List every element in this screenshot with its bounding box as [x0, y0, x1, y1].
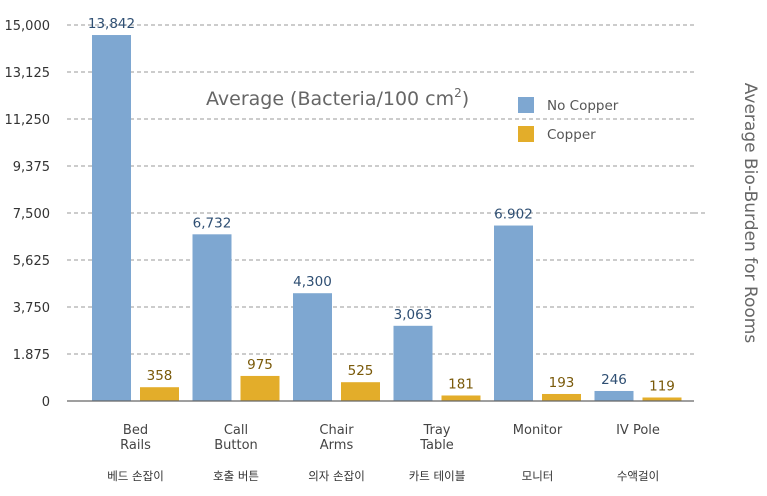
grid-lines — [67, 24, 706, 355]
legend: No Copper Copper — [518, 97, 619, 143]
bar-no-copper — [192, 234, 232, 401]
bar-no-copper — [494, 225, 533, 401]
legend-swatch-copper — [518, 126, 534, 142]
y-tick-label: 7,500 — [13, 207, 50, 222]
bar-copper — [542, 393, 581, 401]
legend-label-no-copper: No Copper — [547, 98, 619, 114]
x-tick-label: Bed — [123, 423, 148, 438]
y-tick-label: 9,375 — [13, 160, 50, 175]
data-labels: 13,842 358 6,732 975 4,300 525 3,063 181 6.902 19… — [88, 16, 675, 394]
bar-no-copper — [92, 35, 131, 401]
x-tick-label: Table — [419, 438, 454, 453]
x-tick-label-korean: 모니터 — [522, 469, 554, 483]
data-label-copper: 358 — [147, 368, 173, 384]
y-tick-label: 1.875 — [13, 348, 50, 363]
x-tick-label-korean: 의자 손잡이 — [308, 469, 365, 483]
x-tick-label: Chair — [319, 423, 354, 438]
y-axis-label: Average Bio-Burden for Rooms — [740, 83, 760, 344]
x-tick-label-korean: 수액걸이 — [617, 469, 659, 483]
y-tick-label: 11,250 — [5, 113, 51, 128]
bar-copper — [441, 395, 481, 401]
data-label-no-copper: 6,732 — [193, 215, 232, 231]
data-label-no-copper: 246 — [601, 372, 627, 388]
legend-label-copper: Copper — [547, 127, 596, 143]
bar-no-copper — [393, 325, 433, 401]
data-label-copper: 525 — [348, 363, 374, 379]
legend-swatch-no-copper — [518, 97, 534, 113]
y-tick-label: 15,000 — [5, 19, 51, 34]
bar-no-copper — [293, 293, 332, 401]
y-tick-label: 3,750 — [13, 301, 50, 316]
bar-copper — [240, 375, 280, 401]
data-label-copper: 193 — [549, 375, 575, 391]
data-label-copper: 975 — [247, 357, 273, 373]
x-tick-label-korean: 호출 버튼 — [213, 469, 259, 483]
x-tick-label: Call — [224, 423, 248, 438]
bar-copper — [642, 397, 682, 401]
data-label-copper: 181 — [448, 376, 474, 392]
bars — [92, 35, 682, 401]
y-tick-label: 13,125 — [5, 66, 51, 81]
x-tick-label: IV Pole — [616, 423, 660, 438]
data-label-no-copper: 4,300 — [293, 274, 332, 290]
bar-copper — [140, 387, 179, 401]
x-tick-label: Tray — [422, 423, 450, 438]
data-label-no-copper: 13,842 — [88, 16, 135, 32]
y-tick-label: 0 — [42, 395, 50, 410]
y-tick-label: 5,625 — [13, 254, 50, 269]
y-axis-ticks: 0 1.875 3,750 5,625 7,500 9,375 11,250 13,125 15… — [5, 19, 51, 410]
x-tick-label-korean: 카트 테이블 — [409, 469, 466, 483]
x-tick-label-korean: 베드 손잡이 — [107, 469, 164, 483]
chart-title: Average (Bacteria/100 cm2) — [206, 86, 469, 110]
x-tick-label: Arms — [320, 438, 354, 453]
bar-copper — [341, 382, 380, 401]
data-label-copper: 119 — [649, 378, 675, 394]
x-tick-label: Monitor — [513, 423, 563, 438]
x-tick-label: Rails — [120, 438, 151, 453]
data-label-no-copper: 6.902 — [494, 207, 533, 223]
x-tick-label: Button — [214, 438, 258, 453]
bar-no-copper — [594, 390, 634, 401]
data-label-no-copper: 3,063 — [394, 307, 433, 323]
